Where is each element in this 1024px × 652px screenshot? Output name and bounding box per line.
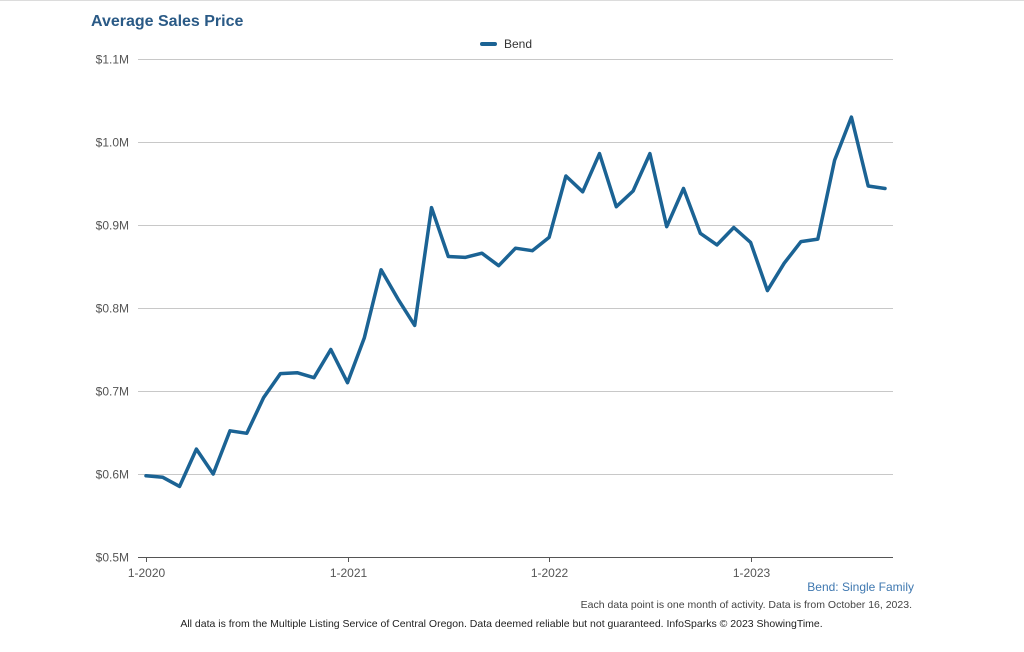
data-point[interactable] (444, 253, 452, 261)
data-series (142, 113, 889, 490)
data-point[interactable] (176, 482, 184, 490)
y-tick-label: $0.5M (96, 551, 129, 565)
data-point[interactable] (428, 204, 436, 212)
data-point[interactable] (226, 427, 234, 435)
data-point[interactable] (293, 369, 301, 377)
data-point[interactable] (680, 185, 688, 193)
data-point[interactable] (646, 150, 654, 158)
data-point[interactable] (377, 266, 385, 274)
y-axis-tick-labels: $0.5M $0.6M $0.7M $0.8M $0.9M $1.0M $1.1M (96, 53, 129, 565)
data-point[interactable] (209, 470, 217, 478)
data-point[interactable] (310, 374, 318, 382)
x-tick-label: 1-2022 (531, 566, 569, 580)
data-point[interactable] (243, 429, 251, 437)
data-point[interactable] (159, 473, 167, 481)
data-point[interactable] (763, 287, 771, 295)
x-tick-label: 1-2021 (330, 566, 368, 580)
data-point[interactable] (192, 445, 200, 453)
data-point[interactable] (528, 247, 536, 255)
data-point[interactable] (327, 346, 335, 354)
y-tick-label: $0.8M (96, 302, 129, 316)
data-point[interactable] (276, 370, 284, 378)
data-note: Each data point is one month of activity… (580, 599, 912, 611)
x-tick-label: 1-2023 (733, 566, 771, 580)
data-point[interactable] (545, 233, 553, 241)
top-border (0, 0, 1024, 1)
data-point[interactable] (495, 262, 503, 270)
data-point[interactable] (344, 379, 352, 387)
data-point[interactable] (478, 249, 486, 257)
data-point[interactable] (713, 241, 721, 249)
data-point[interactable] (360, 334, 368, 342)
series-line-bend[interactable] (144, 115, 887, 489)
data-point[interactable] (512, 244, 520, 252)
data-point[interactable] (461, 253, 469, 261)
y-tick-label: $0.7M (96, 385, 129, 399)
data-point[interactable] (663, 223, 671, 231)
data-point[interactable] (411, 321, 419, 329)
data-point[interactable] (562, 172, 570, 180)
gridlines (138, 59, 893, 558)
data-point[interactable] (696, 229, 704, 237)
y-tick-label: $1.0M (96, 136, 129, 150)
chart-title: Average Sales Price (91, 13, 244, 30)
legend[interactable]: Bend (480, 37, 532, 51)
data-point[interactable] (831, 156, 839, 164)
data-point[interactable] (579, 188, 587, 196)
data-point[interactable] (596, 150, 604, 158)
data-point[interactable] (394, 295, 402, 303)
data-point[interactable] (780, 259, 788, 267)
data-point[interactable] (629, 187, 637, 195)
chart-subtitle: Bend: Single Family (807, 580, 914, 594)
data-point[interactable] (730, 224, 738, 232)
y-tick-label: $0.6M (96, 468, 129, 482)
data-point[interactable] (864, 182, 872, 190)
data-point[interactable] (260, 394, 268, 402)
y-tick-label: $1.1M (96, 53, 129, 67)
disclaimer: All data is from the Multiple Listing Se… (180, 618, 823, 630)
x-tick-label: 1-2020 (128, 566, 166, 580)
x-axis-ticks: 1-2020 1-2021 1-2022 1-2023 (128, 557, 771, 580)
data-point[interactable] (612, 203, 620, 211)
y-tick-label: $0.9M (96, 219, 129, 233)
legend-label-bend: Bend (504, 37, 533, 51)
data-point[interactable] (881, 185, 889, 193)
data-point[interactable] (814, 235, 822, 243)
data-point[interactable] (797, 238, 805, 246)
legend-swatch-bend (480, 42, 497, 46)
data-point[interactable] (747, 238, 755, 246)
data-point[interactable] (847, 113, 855, 121)
data-point[interactable] (142, 472, 150, 480)
